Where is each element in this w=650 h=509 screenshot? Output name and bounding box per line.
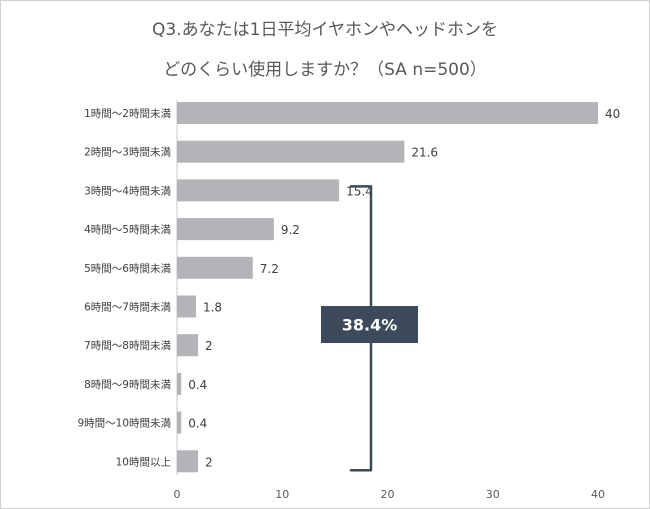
- category-label: 1時間～2時間未満: [84, 108, 171, 120]
- data-label: 0.4: [188, 378, 207, 392]
- bar: [177, 334, 199, 357]
- chart-title-line2: どのくらい使用しますか？（SA n=500）: [163, 60, 487, 80]
- x-tick-label: 0: [174, 488, 181, 501]
- category-label: 3時間～4時間未満: [84, 185, 171, 197]
- category-label: 10時間以上: [116, 456, 171, 468]
- bar: [177, 102, 598, 124]
- callout-box: [321, 306, 418, 343]
- bar: [177, 411, 182, 434]
- data-label: 0.4: [188, 417, 207, 431]
- data-label: 40: [605, 107, 620, 121]
- bar: [177, 295, 196, 318]
- bar: [177, 140, 405, 163]
- category-label: 5時間～6時間未満: [84, 263, 171, 275]
- category-label: 4時間～5時間未満: [84, 224, 171, 236]
- x-tick-label: 20: [381, 488, 395, 501]
- callout-label: 38.4%: [342, 316, 398, 335]
- x-tick-label: 10: [275, 488, 289, 501]
- data-label: 2: [205, 455, 213, 469]
- data-label: 1.8: [203, 301, 222, 315]
- category-label: 7時間～8時間未満: [84, 340, 171, 352]
- x-tick-label: 40: [591, 488, 605, 501]
- data-label: 21.6: [411, 146, 438, 160]
- chart-title-line1: Q3.あなたは1日平均イヤホンやヘッドホンを: [152, 20, 498, 40]
- data-label: 2: [205, 339, 213, 353]
- bar: [177, 256, 253, 279]
- data-label: 15.4: [346, 184, 373, 198]
- category-label: 6時間～7時間未満: [84, 302, 171, 314]
- x-tick-label: 30: [486, 488, 500, 501]
- category-label: 9時間～10時間未満: [77, 418, 171, 430]
- category-label: 2時間～3時間未満: [84, 147, 171, 159]
- bar: [177, 450, 199, 473]
- category-label: 8時間～9時間未満: [84, 379, 171, 391]
- data-label: 7.2: [260, 262, 279, 276]
- data-label: 9.2: [281, 223, 300, 237]
- bar: [177, 179, 340, 202]
- bar: [177, 218, 274, 241]
- bar: [177, 372, 182, 395]
